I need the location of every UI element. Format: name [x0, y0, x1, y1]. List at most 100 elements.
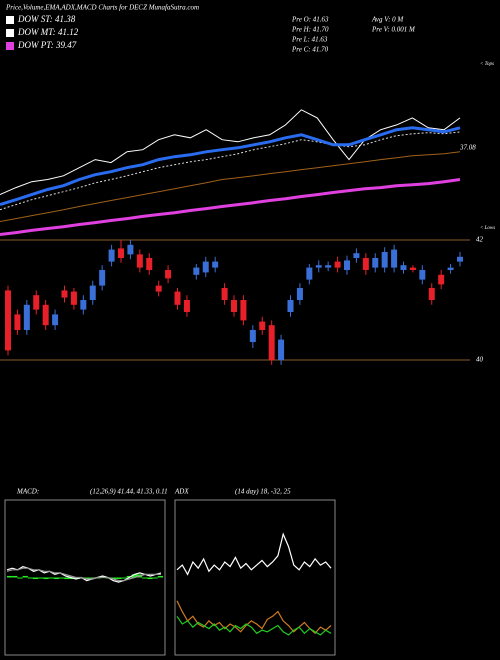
histogram-bar [38, 577, 44, 579]
annotation: 37.08 [459, 144, 476, 152]
candle-body [344, 260, 350, 270]
candle-body [89, 285, 96, 300]
candle-body [231, 300, 237, 312]
candle-body [391, 249, 398, 268]
histogram-bar [48, 577, 54, 579]
candle-body [362, 258, 369, 270]
candle-body [278, 339, 285, 360]
y-tick-label: 40 [476, 356, 484, 364]
histogram-bar [121, 577, 127, 579]
info-text: Pre O: 41.63 [291, 16, 329, 24]
candle-body [428, 288, 435, 300]
candle-body [136, 254, 143, 268]
candle-body [165, 270, 172, 279]
legend-label: DOW MT: 41.12 [17, 27, 79, 37]
indicator-line [176, 615, 332, 636]
candle-body [259, 321, 266, 330]
info-text: Pre C: 41.70 [291, 46, 329, 54]
indicator-line [6, 567, 161, 582]
histogram-bar [111, 577, 117, 580]
candle-body [268, 325, 275, 360]
indicator-line [6, 565, 162, 583]
candle-body [183, 300, 190, 312]
histogram-bar [59, 577, 65, 579]
candle-body [108, 249, 115, 262]
candle-body [306, 267, 313, 280]
candle-body [146, 258, 153, 270]
histogram-bar [22, 575, 28, 578]
histogram-bar [43, 577, 49, 580]
page-title: Price,Volume,EMA,ADX,MACD Charts for DEC… [5, 4, 199, 12]
candle-body [23, 304, 30, 330]
legend-swatch [6, 42, 14, 50]
candle-body [315, 265, 322, 268]
histogram-bar [27, 577, 33, 579]
candle-body [80, 300, 87, 310]
candle-body [240, 300, 247, 321]
info-text: Pre L: 41.63 [291, 36, 328, 44]
histogram-bar [126, 575, 132, 578]
candle-body [457, 256, 463, 262]
candle-body [33, 295, 40, 310]
panel-title: MACD: [16, 488, 39, 496]
candle-body [400, 265, 407, 270]
candle-body [419, 270, 426, 280]
legend-swatch [6, 29, 14, 37]
histogram-bar [7, 575, 13, 578]
candle-body [61, 290, 68, 298]
ema-line [0, 126, 461, 207]
candle-body [193, 267, 200, 275]
candle-body [99, 270, 106, 286]
candle-body [372, 258, 379, 268]
candle-body [287, 300, 294, 312]
histogram-bar [131, 574, 137, 578]
y-tick-label: 42 [476, 236, 484, 244]
ema-line [0, 151, 461, 222]
histogram-bar [64, 577, 70, 580]
histogram-bar [33, 577, 39, 580]
panel-subtitle: (14 day) 18, -32, 25 [235, 488, 291, 496]
histogram-bar [90, 577, 96, 579]
histogram-bar [142, 577, 148, 579]
candle-body [353, 253, 360, 258]
annotation: < Tops [480, 62, 494, 67]
histogram-bar [53, 577, 59, 580]
ema-line [0, 178, 461, 236]
candle-body [5, 290, 11, 351]
candle-body [447, 267, 454, 270]
indicator-line [176, 532, 332, 576]
candle-body [334, 261, 341, 268]
candle-body [14, 314, 21, 330]
candle-body [127, 244, 134, 255]
candle-body [42, 304, 49, 326]
candle-body [409, 267, 416, 270]
candle-body [296, 288, 303, 300]
annotation: < Lows [480, 226, 495, 231]
panel-subtitle: (12,26,9) 41.44, 41.33, 0.11 [90, 488, 168, 496]
candle-body [212, 261, 219, 268]
histogram-bar [147, 577, 153, 580]
histogram-bar [157, 575, 163, 578]
candle-body [118, 248, 124, 258]
candle-body [202, 261, 209, 273]
info-text: Avg V: 0 M [371, 16, 404, 24]
candle-body [174, 291, 181, 305]
candle-body [381, 252, 388, 268]
info-text: Pre V: 0.001 M [371, 26, 416, 34]
histogram-bar [17, 577, 23, 579]
histogram-bar [152, 577, 158, 579]
legend-label: DOW PT: 39.47 [17, 40, 77, 50]
candle-body [325, 265, 332, 268]
histogram-bar [12, 575, 18, 578]
candle-body [221, 288, 228, 300]
candle-body [249, 330, 256, 342]
info-text: Pre H: 41.70 [291, 26, 329, 34]
panel-title: ADX [174, 488, 189, 496]
histogram-bar [116, 577, 122, 580]
legend-swatch [6, 16, 14, 24]
candle-body [52, 314, 59, 326]
candle-body [155, 285, 162, 292]
candle-body [70, 291, 77, 305]
